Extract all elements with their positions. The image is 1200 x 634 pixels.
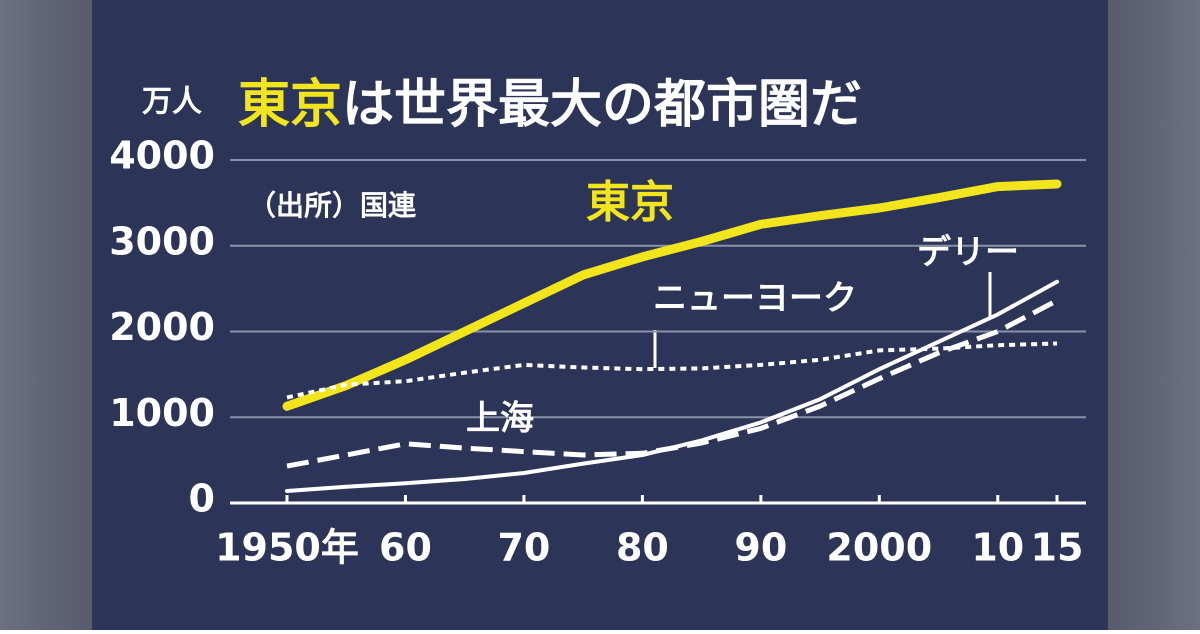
chart-title: 東京は世界最大の都市圏だ [238, 75, 862, 135]
plot: 0 1000 2000 3000 4000 1950年 60 70 80 90 2000 10 15 東京… [109, 134, 1086, 570]
x-tick-label: 70 [497, 526, 550, 570]
x-tick-label: 15 [1031, 526, 1084, 570]
title-part: 東京 [238, 75, 342, 135]
y-unit: 万人 [142, 85, 202, 120]
series-line [286, 298, 1059, 469]
x-tick-label: 90 [734, 526, 787, 570]
title-part: は世界最大の都市圏だ [342, 75, 862, 135]
x-tick-label: 2000 [826, 526, 932, 570]
y-tick-label: 3000 [109, 219, 215, 263]
panel [92, 0, 1108, 630]
x-tick-label: 10 [971, 526, 1024, 570]
y-tick-label: 2000 [109, 305, 215, 349]
y-tick-label: 0 [189, 477, 215, 521]
series-line [286, 341, 1058, 400]
series-label: 上海 [466, 399, 534, 439]
source: （出所）国連 [248, 189, 417, 222]
x-tick-label: 80 [616, 526, 669, 570]
series-label: デリー [917, 233, 1019, 273]
y-tick-label: 4000 [109, 134, 215, 178]
series-label: ニューヨーク [653, 279, 857, 319]
x-tick-label: 60 [379, 526, 432, 570]
series-line [282, 179, 1062, 411]
x-tick-label: 1950年 [215, 526, 359, 570]
y-tick-label: 1000 [109, 391, 215, 435]
series-label: 東京 [586, 177, 674, 228]
